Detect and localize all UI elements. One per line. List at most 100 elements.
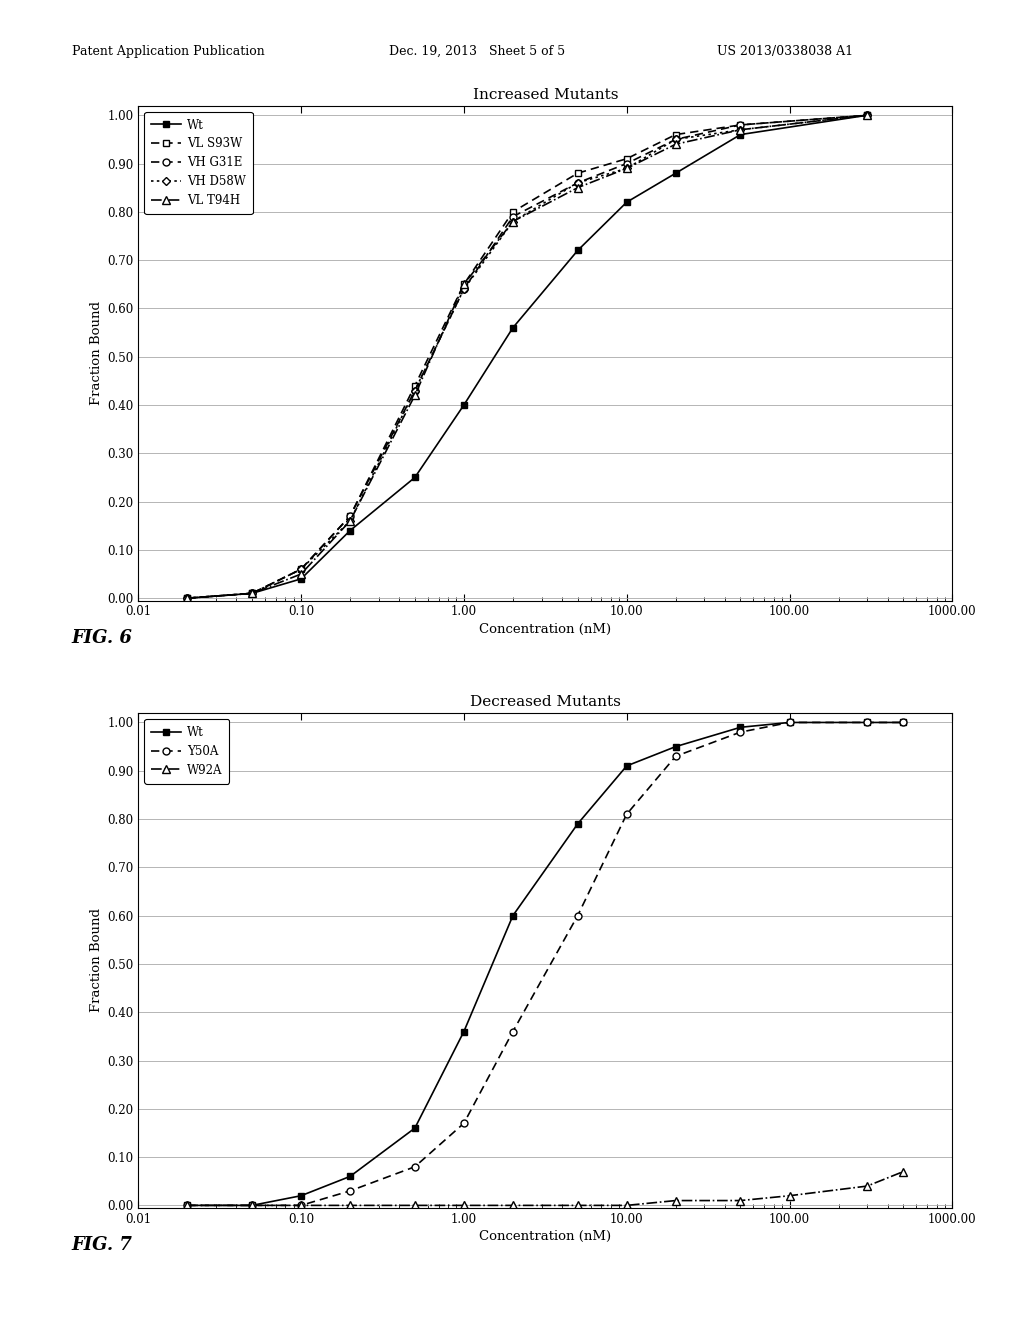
Title: Increased Mutants: Increased Mutants: [472, 87, 618, 102]
VL T94H: [181, 590, 194, 606]
Wt: [621, 758, 633, 774]
VH D58W: [621, 161, 633, 177]
VL S93W: [181, 590, 194, 606]
VH D58W: [181, 590, 194, 606]
VH G31E: [507, 209, 519, 224]
Line: Wt: Wt: [183, 719, 907, 1209]
W92A: [670, 1193, 682, 1209]
Wt: [734, 719, 746, 735]
Legend: Wt, VL S93W, VH G31E, VH D58W, VL T94H: Wt, VL S93W, VH G31E, VH D58W, VL T94H: [144, 111, 253, 214]
Wt: [181, 1197, 194, 1213]
VL T94H: [571, 180, 584, 195]
VH G31E: [344, 508, 356, 524]
W92A: [507, 1197, 519, 1213]
VL S93W: [621, 150, 633, 166]
VH G31E: [458, 281, 470, 297]
Wt: [507, 319, 519, 335]
Wt: [571, 816, 584, 832]
VH D58W: [409, 383, 421, 399]
Wt: [670, 165, 682, 181]
Y-axis label: Fraction Bound: Fraction Bound: [90, 908, 103, 1012]
VL S93W: [507, 203, 519, 219]
Wt: [344, 523, 356, 539]
VL T94H: [458, 276, 470, 292]
Wt: [458, 397, 470, 413]
Y50A: [458, 1115, 470, 1131]
VH G31E: [861, 107, 873, 123]
VL S93W: [861, 107, 873, 123]
Line: Y50A: Y50A: [183, 719, 907, 1209]
VL T94H: [507, 214, 519, 230]
VL T94H: [246, 586, 258, 602]
Y50A: [734, 725, 746, 741]
Y50A: [246, 1197, 258, 1213]
VL T94H: [861, 107, 873, 123]
Text: FIG. 6: FIG. 6: [72, 628, 132, 647]
W92A: [571, 1197, 584, 1213]
VL S93W: [458, 276, 470, 292]
VL T94H: [344, 513, 356, 529]
Wt: [295, 572, 307, 587]
W92A: [897, 1164, 909, 1180]
Line: VL T94H: VL T94H: [183, 111, 871, 602]
W92A: [621, 1197, 633, 1213]
VH D58W: [246, 586, 258, 602]
Line: Wt: Wt: [183, 112, 870, 602]
Line: VL S93W: VL S93W: [183, 112, 870, 602]
VH D58W: [571, 176, 584, 191]
Y50A: [571, 908, 584, 924]
W92A: [783, 1188, 796, 1204]
Text: FIG. 7: FIG. 7: [72, 1236, 132, 1254]
W92A: [246, 1197, 258, 1213]
Wt: [897, 714, 909, 730]
VL T94H: [295, 566, 307, 582]
X-axis label: Concentration (nM): Concentration (nM): [479, 623, 611, 636]
VL T94H: [409, 388, 421, 404]
Text: US 2013/0338038 A1: US 2013/0338038 A1: [717, 45, 853, 58]
Wt: [783, 714, 796, 730]
W92A: [409, 1197, 421, 1213]
VH D58W: [295, 561, 307, 577]
VH G31E: [409, 383, 421, 399]
VL S93W: [670, 127, 682, 143]
Wt: [507, 908, 519, 924]
Y50A: [507, 1023, 519, 1039]
W92A: [181, 1197, 194, 1213]
VH G31E: [295, 561, 307, 577]
VH G31E: [670, 132, 682, 148]
VL T94H: [621, 161, 633, 177]
VH G31E: [181, 590, 194, 606]
W92A: [295, 1197, 307, 1213]
Line: W92A: W92A: [183, 1167, 907, 1209]
Y-axis label: Fraction Bound: Fraction Bound: [90, 301, 103, 405]
Y50A: [344, 1183, 356, 1199]
X-axis label: Concentration (nM): Concentration (nM): [479, 1230, 611, 1243]
Wt: [734, 127, 746, 143]
Wt: [458, 1023, 470, 1039]
Y50A: [621, 807, 633, 822]
W92A: [458, 1197, 470, 1213]
W92A: [734, 1193, 746, 1209]
VH D58W: [734, 121, 746, 137]
Y50A: [670, 748, 682, 764]
Wt: [181, 590, 194, 606]
VL S93W: [734, 117, 746, 133]
VH D58W: [344, 513, 356, 529]
Line: VH G31E: VH G31E: [183, 112, 870, 602]
W92A: [861, 1179, 873, 1195]
Text: Dec. 19, 2013   Sheet 5 of 5: Dec. 19, 2013 Sheet 5 of 5: [389, 45, 565, 58]
VL S93W: [295, 561, 307, 577]
Wt: [295, 1188, 307, 1204]
Legend: Wt, Y50A, W92A: Wt, Y50A, W92A: [144, 718, 229, 784]
Text: Patent Application Publication: Patent Application Publication: [72, 45, 264, 58]
Wt: [409, 470, 421, 486]
VL T94H: [734, 121, 746, 137]
Wt: [246, 1197, 258, 1213]
Wt: [861, 714, 873, 730]
VH D58W: [458, 281, 470, 297]
Wt: [409, 1121, 421, 1137]
VH D58W: [670, 132, 682, 148]
VL T94H: [670, 136, 682, 152]
VH G31E: [571, 176, 584, 191]
VH D58W: [861, 107, 873, 123]
